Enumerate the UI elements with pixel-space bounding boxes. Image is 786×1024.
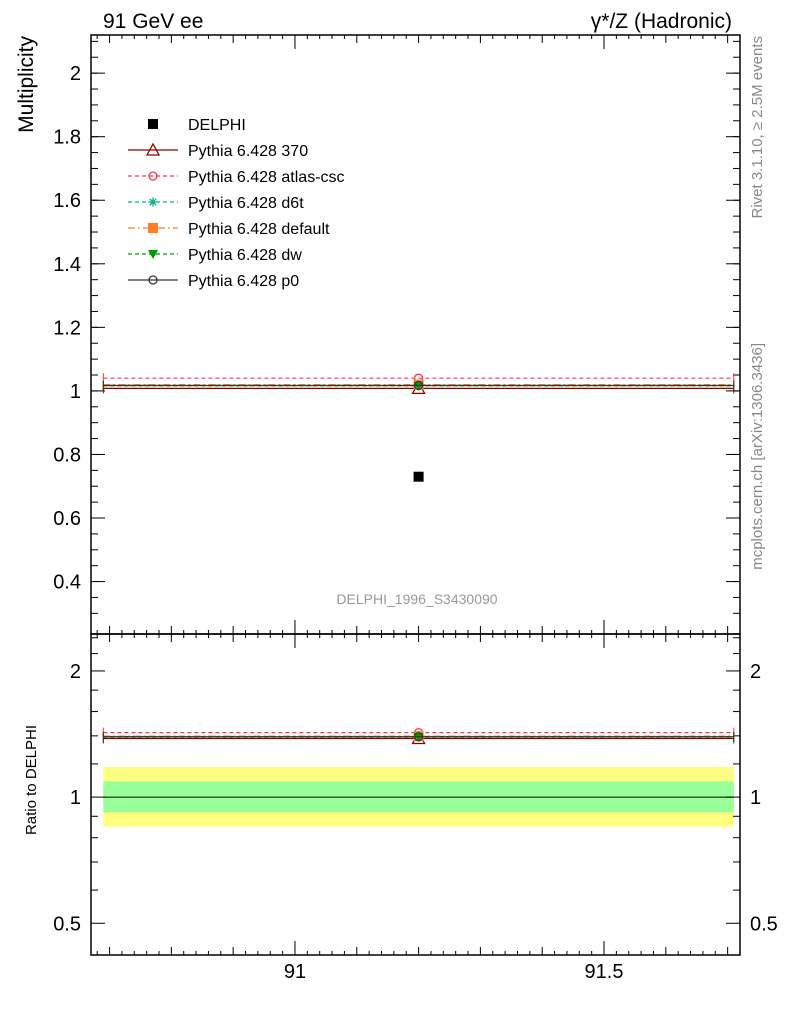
legend-marker-pythia-6-428-d6t xyxy=(148,197,158,207)
main-ytick-label: 0.8 xyxy=(53,444,81,466)
main-ylabel: Multiplicity xyxy=(15,36,38,133)
xtick-label: 91.5 xyxy=(585,961,624,983)
legend-marker-pythia-6-428-dw xyxy=(148,250,158,259)
legend-marker-pythia-6-428-p0 xyxy=(148,275,158,285)
main-ytick-label: 1.8 xyxy=(53,127,81,149)
main-marker-pythia-6-428-dw xyxy=(413,381,424,391)
legend-marker-pythia-6-428-default xyxy=(148,223,158,233)
rivet-label: Rivet 3.1.10, ≥ 2.5M events xyxy=(749,36,766,219)
main-ytick-label: 1.2 xyxy=(53,317,81,339)
legend-marker-pythia-6-428-atlas-csc xyxy=(148,171,158,181)
main-ytick-label: 0.6 xyxy=(53,508,81,530)
legend-label-pythia-6-428-d6t: Pythia 6.428 d6t xyxy=(188,195,304,212)
ratio-ytick-label-right: 0.5 xyxy=(750,913,778,935)
legend-label-pythia-6-428-370: Pythia 6.428 370 xyxy=(188,143,308,160)
main-marker-delphi xyxy=(413,471,424,482)
ratio-ytick-label: 1 xyxy=(70,787,81,809)
ratio-ytick-label: 2 xyxy=(70,661,81,683)
main-ytick-label: 1 xyxy=(70,381,81,403)
header-left: 91 GeV ee xyxy=(103,10,203,33)
legend-label-pythia-6-428-atlas-csc: Pythia 6.428 atlas-csc xyxy=(188,169,345,186)
main-ytick-label: 0.4 xyxy=(53,572,81,594)
legend-label-delphi: DELPHI xyxy=(188,117,246,134)
xtick-label: 91 xyxy=(284,961,306,983)
ratio-frame xyxy=(90,633,741,956)
legend: DELPHI Pythia 6.428 370 Pythia 6.428 atlas… xyxy=(128,117,345,290)
main-ytick-label: 1.4 xyxy=(53,254,81,276)
main-marker-pythia-6-428-p0 xyxy=(413,380,424,391)
ratio-ytick-label: 0.5 xyxy=(53,913,81,935)
main-ytick-label: 2 xyxy=(70,63,81,85)
ratio-ytick-label-right: 2 xyxy=(750,661,761,683)
ratio-ytick-label-right: 1 xyxy=(750,787,761,809)
ratio-marker-pythia-6-428-p0 xyxy=(413,732,424,742)
ratio-plot-panel: 0.5 0.5 1 1 2 2 91 91.5 xyxy=(53,633,778,983)
legend-label-pythia-6-428-default: Pythia 6.428 default xyxy=(188,221,330,238)
mcplots-label: mcplots.cern.ch [arXiv:1306.3436] xyxy=(749,343,766,570)
ratio-marker-pythia-6-428-dw xyxy=(413,733,424,743)
legend-label-pythia-6-428-dw: Pythia 6.428 dw xyxy=(188,247,302,264)
legend-marker-delphi xyxy=(148,119,158,129)
legend-marker-pythia-6-428-370 xyxy=(145,142,161,156)
main-ytick-label: 1.6 xyxy=(53,190,81,212)
analysis-watermark: DELPHI_1996_S3430090 xyxy=(336,591,497,607)
ratio-ylabel: Ratio to DELPHI xyxy=(23,725,40,835)
legend-label-pythia-6-428-p0: Pythia 6.428 p0 xyxy=(188,273,299,290)
main-plot-panel: 0.4 0.6 0.8 1 1.2 1.4 1.6 1.8 2 xyxy=(53,34,741,635)
header-right: γ*/Z (Hadronic) xyxy=(591,10,732,33)
